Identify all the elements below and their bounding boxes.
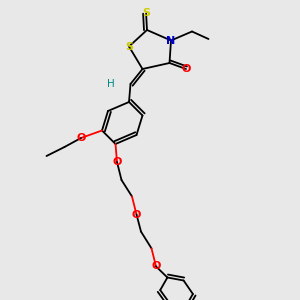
- Text: O: O: [76, 133, 86, 143]
- Text: H: H: [107, 79, 115, 89]
- Text: O: O: [181, 64, 191, 74]
- Text: N: N: [167, 35, 176, 46]
- Text: O: O: [112, 157, 122, 167]
- Text: S: S: [125, 41, 133, 52]
- Text: O: O: [151, 261, 161, 272]
- Text: O: O: [132, 209, 141, 220]
- Text: S: S: [142, 8, 150, 19]
